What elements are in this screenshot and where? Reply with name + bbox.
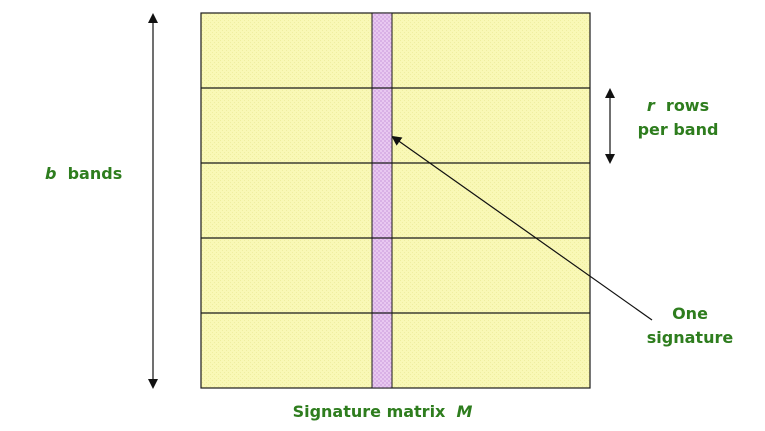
one-signature-label: One signature	[638, 302, 742, 350]
bands-variable: b	[45, 164, 57, 183]
matrix-body	[200, 12, 591, 389]
signature-pointer-arrow	[391, 135, 653, 321]
signature-line2: signature	[646, 328, 734, 347]
rows-per-band-label: r rows per band	[628, 94, 728, 142]
rows-line2: per band	[637, 120, 719, 139]
bands-label: b bands	[45, 162, 122, 186]
rows-text: rows	[665, 96, 710, 115]
matrix-caption: Signature matrix M	[200, 400, 565, 424]
caption-text: Signature matrix	[292, 402, 446, 421]
caption-variable: M	[456, 402, 473, 421]
signature-column	[371, 12, 393, 389]
signature-line1: One	[672, 304, 708, 323]
bands-text: bands	[67, 164, 123, 183]
rows-variable: r	[646, 96, 655, 115]
band-dividers	[201, 87, 590, 314]
